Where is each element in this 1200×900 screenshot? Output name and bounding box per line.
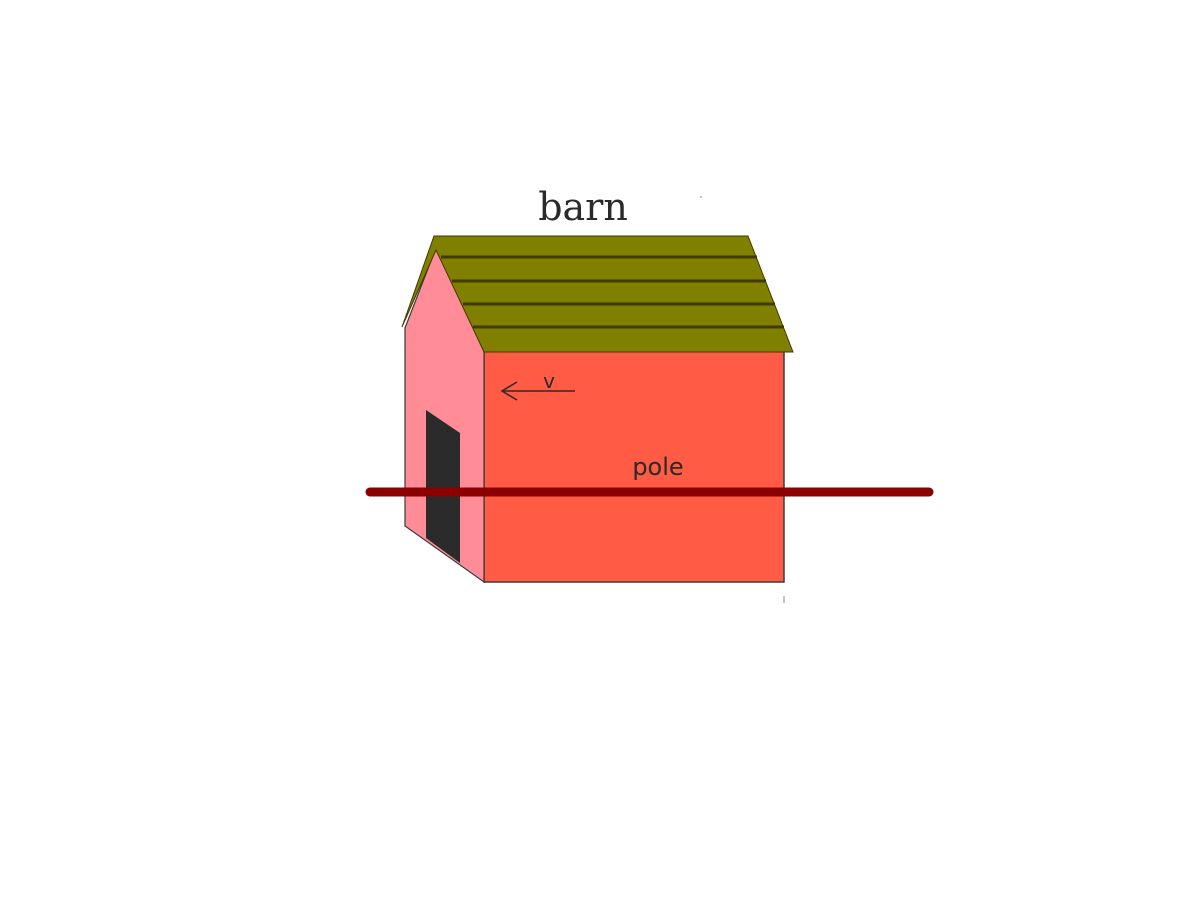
- roof-stripes: [441, 255, 784, 329]
- velocity-label: v: [543, 369, 555, 393]
- velocity-arrow-head: [500, 381, 518, 401]
- barn-door: [426, 410, 460, 563]
- barn-roof: [401, 235, 794, 353]
- barn-label: barn: [538, 185, 628, 229]
- velocity-arrow: [500, 381, 575, 401]
- pole-label: pole: [632, 453, 683, 481]
- barn-front-wall: [483, 349, 785, 583]
